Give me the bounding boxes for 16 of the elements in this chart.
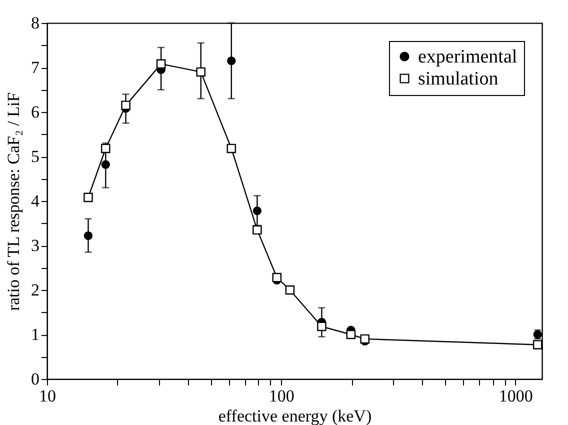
legend-label: simulation <box>418 68 499 90</box>
y-tick-label: 5 <box>31 147 40 166</box>
x-tick-label: 1000 <box>498 386 533 406</box>
y-tick-label: 1 <box>31 325 40 344</box>
x-tick-label: 100 <box>268 386 294 406</box>
x-tick-label: 10 <box>39 386 56 406</box>
y-axis-title: ratio of TL response: CaF₂ / LiF <box>4 92 23 311</box>
legend-label: experimental <box>418 46 518 68</box>
y-tick-label: 3 <box>31 236 40 255</box>
y-tick-label: 4 <box>31 192 40 210</box>
y-tick-label: 0 <box>31 370 40 388</box>
y-tick-label: 6 <box>31 102 40 122</box>
y-tick-label: 8 <box>31 14 40 32</box>
y-tick-label: 7 <box>31 58 40 77</box>
y-tick-label: 2 <box>31 280 40 300</box>
x-axis-title: effective energy (keV) <box>218 406 372 425</box>
